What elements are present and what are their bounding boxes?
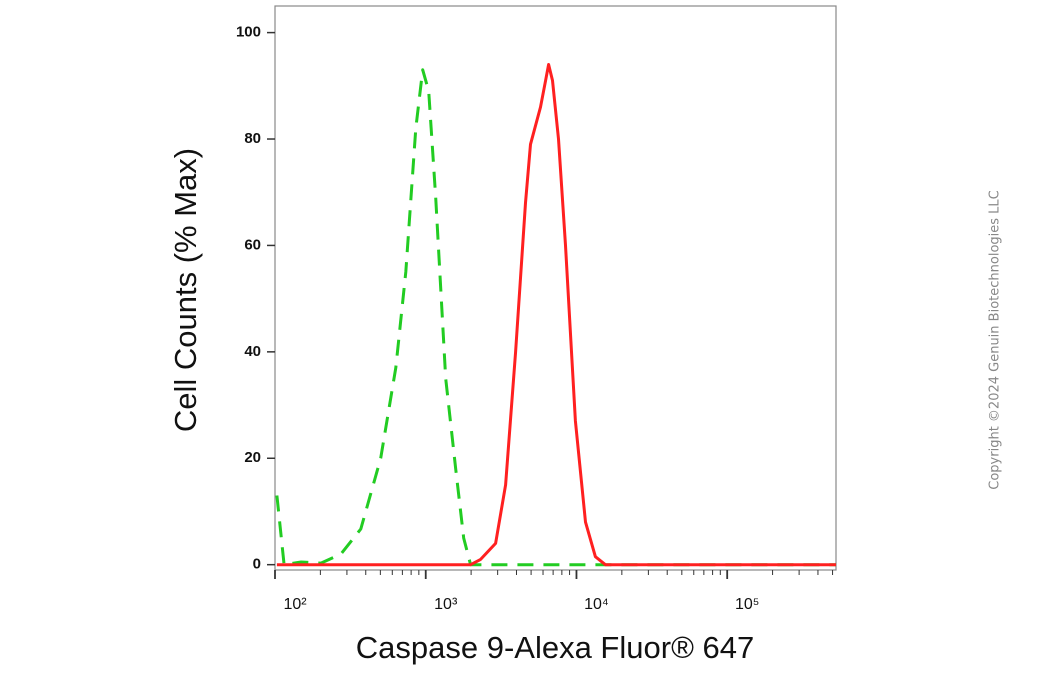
x-tick-label: 10³ [434, 596, 458, 613]
y-tick-label: 80 [244, 130, 261, 147]
series-line [276, 63, 836, 567]
series-line [275, 68, 836, 567]
plot-frame [274, 5, 837, 571]
y-tick-label: 20 [244, 449, 261, 466]
y-tick-label: 100 [236, 24, 261, 41]
y-axis-label: Cell Counts (% Max) [168, 148, 203, 432]
x-tick-label: 10⁴ [584, 596, 609, 613]
y-tick-label: 40 [244, 343, 261, 360]
y-tick-label: 0 [253, 556, 261, 573]
x-tick-label: 10² [283, 596, 307, 613]
y-tick-label: 60 [244, 236, 261, 253]
x-tick-label: 10⁵ [735, 596, 759, 613]
x-axis-label: Caspase 9-Alexa Fluor® 647 [356, 630, 755, 665]
watermark: Copyright ©2024 Genuin Biotechnologies L… [988, 190, 1003, 489]
